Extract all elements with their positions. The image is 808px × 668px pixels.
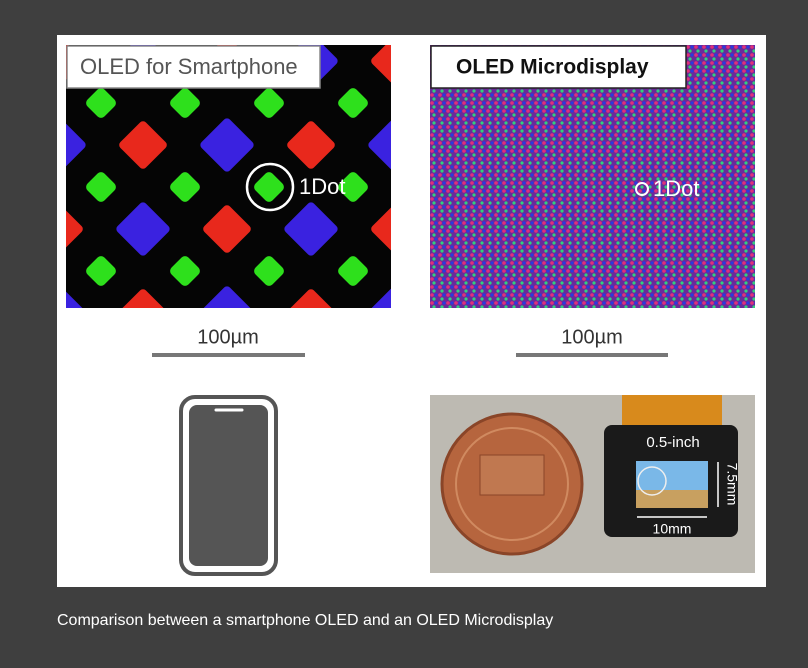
photo-label: 10mm [653, 521, 692, 537]
panel-label: OLED for Smartphone [80, 54, 298, 79]
photo-label: 7.5mm [724, 463, 740, 506]
label-box [430, 45, 687, 89]
dot-label: 1Dot [653, 176, 699, 201]
dot-marker [245, 162, 295, 212]
photo-label: 0.5-inch [646, 434, 699, 451]
phone-icon [179, 395, 278, 576]
smartphone-subpixels [66, 45, 391, 308]
microdisplay-subpixels [430, 45, 755, 308]
penny-building [479, 454, 545, 496]
label-box [66, 45, 321, 89]
scale-label: 100µm [197, 326, 259, 348]
dot-marker [635, 182, 649, 196]
penny-rim [455, 427, 569, 541]
caption: Comparison between a smartphone OLED and… [57, 612, 553, 629]
panel-label: OLED Microdisplay [456, 56, 649, 79]
scale-label: 100µm [561, 326, 623, 348]
phone-screen [189, 405, 268, 566]
display-image [636, 490, 708, 508]
dot-label: 1Dot [299, 174, 345, 199]
display-image [637, 466, 667, 496]
